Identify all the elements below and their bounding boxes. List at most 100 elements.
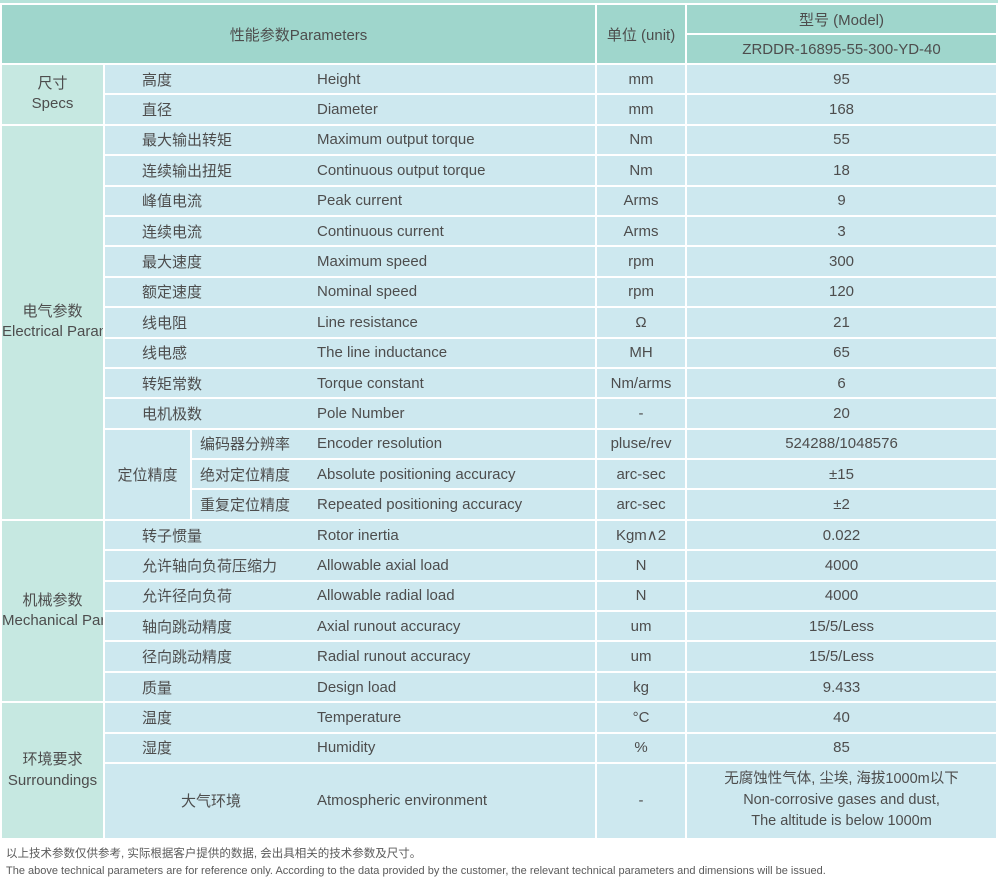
unit-cell: Nm/arms <box>595 366 688 400</box>
footer-note-en: The above technical parameters are for r… <box>6 865 826 878</box>
unit-cell: N <box>595 579 688 613</box>
value-cell: 4000 <box>685 549 998 582</box>
param-name-cn: 温度 <box>142 709 173 727</box>
param-name-en: The line inductance <box>317 344 448 362</box>
value-cell: 0.022 <box>685 518 998 552</box>
param-name-cn: 连续电流 <box>142 223 203 241</box>
footer-disclaimer: 以上技术参数仅供参考, 实际根据客户提供的数据, 会出具相关的技术参数及尺寸。 … <box>0 840 998 880</box>
value-cell: 3 <box>685 214 998 248</box>
value-cell: 524288/1048576 <box>685 427 998 461</box>
header-model: 型号 (Model) <box>685 3 998 35</box>
param-name-en: Atmospheric environment <box>317 792 488 810</box>
unit-cell: MH <box>595 336 688 369</box>
header-row-2: ZRDDR-16895-55-300-YD-40 <box>1 33 998 65</box>
unit-cell: Kgm∧2 <box>595 518 688 552</box>
param-name-cell: 线电阻 Line resistance <box>102 306 598 339</box>
unit-cell: °C <box>595 701 688 734</box>
table-row: 线电阻 Line resistance Ω 21 <box>1 306 998 339</box>
section-label-cn: 电气参数 <box>22 303 83 321</box>
unit-cell: mm <box>595 62 688 96</box>
section-label-en: Surroundings <box>7 771 98 789</box>
param-name-en: Pole Number <box>317 404 405 422</box>
table-top-highlight <box>0 0 998 3</box>
param-name-cn: 转矩常数 <box>142 375 203 393</box>
value-cell: 9.433 <box>685 670 998 704</box>
table-row: 绝对定位精度 Absolute positioning accuracy arc-… <box>1 458 998 491</box>
table-row: 直径 Diameter mm 168 <box>1 93 998 126</box>
unit-cell: rpm <box>595 245 688 278</box>
value-cell: 55 <box>685 123 998 157</box>
unit-cell: um <box>595 610 688 643</box>
param-name-cn: 允许径向负荷 <box>142 588 233 606</box>
value-line: Non-corrosive gases and dust, <box>743 792 940 809</box>
section-label-en: Mechanical Parameters <box>2 612 102 630</box>
table-row: 连续输出扭矩 Continuous output torque Nm 18 <box>1 154 998 187</box>
table-row: 尺寸 Specs 高度 Height mm 95 <box>0 62 998 126</box>
spec-table: 性能参数Parameters 单位 (unit) 型号 (Model) ZRDD… <box>0 3 998 840</box>
param-name-cell: 峰值电流 Peak current <box>102 184 598 217</box>
param-name-cell: 轴向跳动精度 Axial runout accuracy <box>102 610 598 643</box>
param-name-en: Encoder resolution <box>317 435 443 453</box>
unit-cell: Nm <box>595 123 688 157</box>
param-name-cell: 允许径向负荷 Allowable radial load <box>102 579 598 613</box>
param-name-cell: 高度 Height <box>102 62 598 96</box>
param-name-cell: 电机极数 Pole Number <box>102 397 598 430</box>
section-header-surroundings: 环境要求 Surroundings <box>0 701 105 840</box>
unit-cell: N <box>595 549 688 582</box>
param-name-cn: 质量 <box>142 679 173 697</box>
unit-cell: Arms <box>595 184 688 217</box>
unit-cell: arc-sec <box>595 458 688 491</box>
unit-cell: - <box>595 761 688 840</box>
param-name-cn: 大气环境 <box>180 793 241 811</box>
param-name-cell: 转子惯量 Rotor inertia <box>102 518 598 552</box>
param-name-cell: 线电感 The line inductance <box>102 336 598 369</box>
param-name-cell: 绝对定位精度 Absolute positioning accuracy <box>189 458 598 491</box>
table-row: 电机极数 Pole Number - 20 <box>1 397 998 430</box>
param-name-cn: 湿度 <box>142 740 173 758</box>
param-name-en: Allowable axial load <box>317 556 449 574</box>
param-name-cn: 峰值电流 <box>142 193 203 211</box>
value-cell: 168 <box>685 93 998 126</box>
param-name-cn: 重复定位精度 <box>200 497 291 515</box>
value-cell: ±15 <box>685 458 998 491</box>
value-cell: 6 <box>685 366 998 400</box>
param-name-cell: 最大输出转矩 Maximum output torque <box>102 123 598 157</box>
param-name-en: Peak current <box>317 192 403 210</box>
section-label-cn: 机械参数 <box>22 591 83 609</box>
table-row: 轴向跳动精度 Axial runout accuracy um 15/5/Less <box>1 610 998 643</box>
value-cell: 65 <box>685 336 998 369</box>
positioning-group-cell: 定位精度 <box>103 427 192 521</box>
table-row: 最大速度 Maximum speed rpm 300 <box>1 245 998 278</box>
param-name-en: Design load <box>317 678 397 696</box>
param-name-cell: 连续电流 Continuous current <box>102 214 598 248</box>
unit-cell: arc-sec <box>595 488 688 521</box>
table-row: 径向跳动精度 Radial runout accuracy um 15/5/Les… <box>1 640 998 673</box>
table-row: 机械参数 Mechanical Parameters 转子惯量 Rotor ine… <box>0 518 998 704</box>
param-name-cell: 允许轴向负荷压缩力 Allowable axial load <box>102 549 598 582</box>
param-name-cn: 允许轴向负荷压缩力 <box>142 557 278 575</box>
param-name-cn: 线电感 <box>142 345 188 363</box>
table-row: 连续电流 Continuous current Arms 3 <box>1 214 998 248</box>
unit-cell: % <box>595 731 688 764</box>
param-name-cn: 电机极数 <box>142 405 203 423</box>
unit-cell: pluse/rev <box>595 427 688 461</box>
model-value: ZRDDR-16895-55-300-YD-40 <box>685 33 998 65</box>
param-name-cell: 额定速度 Nominal speed <box>102 275 598 309</box>
section-label-en: Specs <box>31 95 74 113</box>
table-row: 湿度 Humidity % 85 <box>1 731 998 764</box>
param-name-en: Maximum output torque <box>317 131 475 149</box>
param-name-cn: 编码器分辨率 <box>200 436 291 454</box>
param-name-cn: 高度 <box>142 71 173 89</box>
param-name-en: Temperature <box>317 708 402 726</box>
unit-cell: Nm <box>595 154 688 187</box>
param-name-cn: 轴向跳动精度 <box>142 618 233 636</box>
param-name-cn: 径向跳动精度 <box>142 649 233 667</box>
param-name-cell: 径向跳动精度 Radial runout accuracy <box>102 640 598 673</box>
param-name-en: Repeated positioning accuracy <box>317 496 523 514</box>
table-row: 允许轴向负荷压缩力 Allowable axial load N 4000 <box>1 549 998 582</box>
param-name-cell: 湿度 Humidity <box>102 731 598 764</box>
section-label-cn: 尺寸 <box>37 75 68 93</box>
footer-note-cn: 以上技术参数仅供参考, 实际根据客户提供的数据, 会出具相关的技术参数及尺寸。 <box>6 847 422 860</box>
value-cell: 4000 <box>685 579 998 613</box>
value-line: 无腐蚀性气体, 尘埃, 海拔1000m以下 <box>724 771 959 788</box>
